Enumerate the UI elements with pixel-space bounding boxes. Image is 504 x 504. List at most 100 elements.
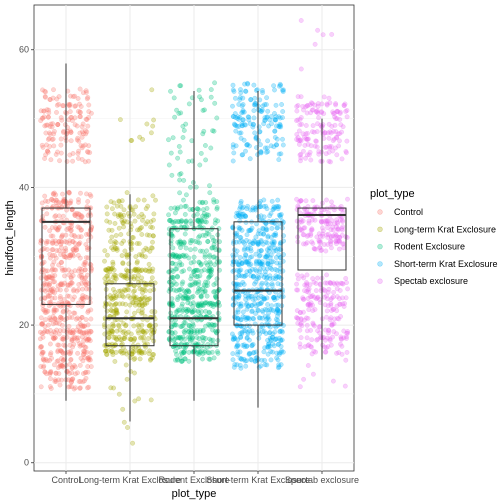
data-point xyxy=(114,203,120,209)
data-point xyxy=(270,259,276,265)
data-point xyxy=(175,356,181,362)
data-point xyxy=(132,273,137,279)
data-point xyxy=(54,320,60,326)
data-point xyxy=(88,110,94,116)
data-point xyxy=(189,294,195,300)
data-point xyxy=(184,308,190,314)
data-point xyxy=(79,314,85,320)
data-point xyxy=(138,350,144,356)
data-point xyxy=(303,315,309,321)
data-point xyxy=(145,203,151,209)
data-point xyxy=(70,330,76,336)
data-point xyxy=(77,385,83,391)
data-point xyxy=(133,254,139,260)
data-point xyxy=(45,199,51,204)
data-point xyxy=(258,248,264,254)
data-point xyxy=(340,301,346,307)
data-point xyxy=(140,217,145,223)
data-point xyxy=(114,310,120,316)
data-point xyxy=(52,273,58,278)
data-point xyxy=(327,144,332,149)
data-point xyxy=(136,330,142,336)
data-point xyxy=(294,108,300,114)
data-point xyxy=(42,309,48,315)
data-point xyxy=(316,115,322,121)
data-point xyxy=(44,281,50,287)
data-point xyxy=(47,130,52,136)
data-point xyxy=(130,299,135,305)
data-point xyxy=(83,131,89,137)
data-point xyxy=(134,276,140,282)
data-point xyxy=(119,293,125,299)
data-point xyxy=(72,213,78,219)
data-point xyxy=(47,228,53,234)
data-point xyxy=(50,240,56,246)
y-tick-label: 60 xyxy=(19,45,29,55)
data-point xyxy=(61,248,67,254)
data-point xyxy=(64,369,70,375)
data-point xyxy=(150,225,155,231)
data-point xyxy=(309,344,314,350)
data-point xyxy=(74,335,80,341)
data-point xyxy=(277,212,283,218)
data-point xyxy=(118,342,124,348)
data-point xyxy=(139,232,145,237)
data-point xyxy=(121,419,127,425)
data-point xyxy=(59,377,65,383)
data-point xyxy=(310,198,316,204)
data-point xyxy=(332,114,338,120)
data-point xyxy=(258,150,264,156)
data-point xyxy=(49,240,55,246)
data-point xyxy=(257,266,263,272)
data-point xyxy=(297,327,303,333)
data-point xyxy=(46,135,52,141)
data-point xyxy=(171,220,177,226)
data-point xyxy=(119,198,125,204)
data-point xyxy=(237,204,243,210)
data-point xyxy=(53,255,59,261)
data-point xyxy=(243,88,249,94)
data-point xyxy=(199,300,205,306)
data-point xyxy=(45,274,51,280)
data-point xyxy=(297,341,303,347)
data-point xyxy=(136,302,142,308)
data-point xyxy=(77,316,83,322)
data-point xyxy=(326,330,331,336)
data-point xyxy=(134,260,140,266)
data-point xyxy=(149,269,155,274)
data-point xyxy=(54,327,60,333)
data-point xyxy=(43,288,48,294)
data-point xyxy=(139,306,145,312)
data-point xyxy=(277,122,283,128)
data-point xyxy=(200,248,206,254)
data-point xyxy=(85,336,90,342)
data-point xyxy=(132,266,138,272)
data-point xyxy=(70,247,76,252)
data-point xyxy=(116,334,122,340)
data-point xyxy=(144,328,150,334)
data-point xyxy=(181,128,187,133)
data-point xyxy=(77,328,83,334)
data-point xyxy=(64,227,70,232)
data-point xyxy=(211,355,217,361)
data-point xyxy=(261,328,267,334)
data-point xyxy=(204,300,210,306)
data-point xyxy=(74,137,80,143)
data-point xyxy=(130,207,136,213)
data-point xyxy=(85,385,90,391)
data-point xyxy=(209,267,215,273)
data-point xyxy=(189,328,195,334)
data-point xyxy=(146,323,152,329)
data-point xyxy=(68,350,74,356)
data-point xyxy=(124,252,130,258)
data-point xyxy=(69,115,75,120)
data-point xyxy=(80,296,86,302)
data-point xyxy=(75,350,81,356)
data-point xyxy=(51,191,57,197)
data-point xyxy=(59,265,65,271)
data-point xyxy=(110,349,116,355)
data-point xyxy=(67,330,73,336)
data-point xyxy=(55,122,61,128)
data-point xyxy=(106,330,112,336)
data-point xyxy=(330,294,336,300)
